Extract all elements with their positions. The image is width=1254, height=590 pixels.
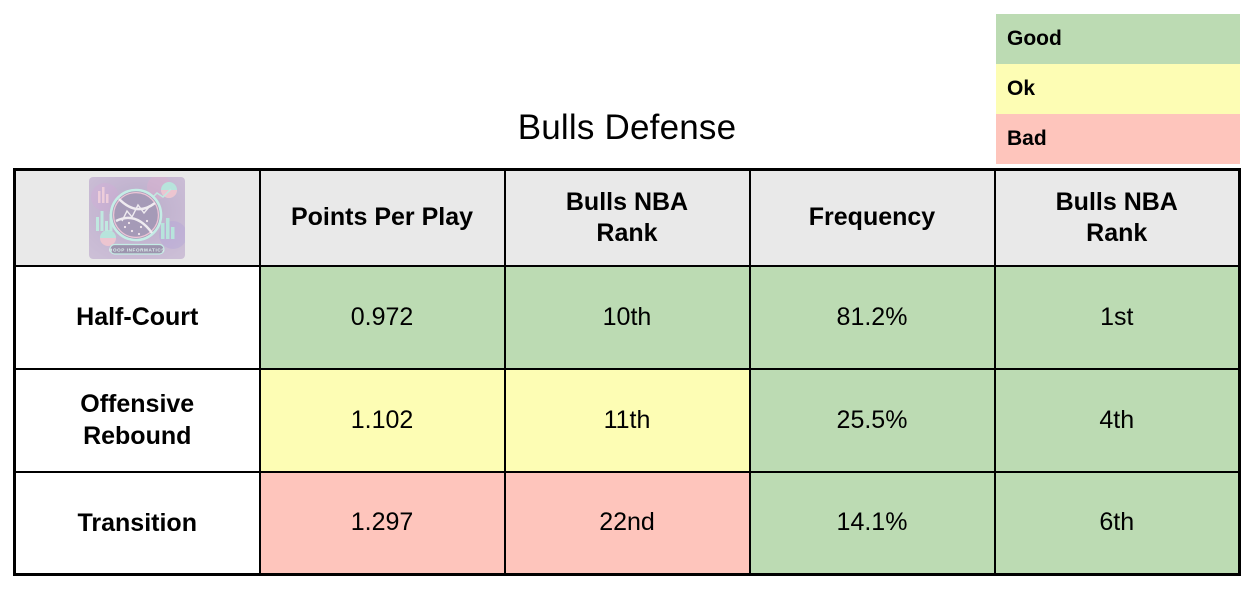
col-header-bulls-nba-rank-2: Bulls NBA Rank — [993, 168, 1241, 267]
transition-frequency-rank: 6th — [993, 470, 1241, 576]
half-court-frequency: 81.2% — [748, 264, 996, 370]
legend-item-ok: Ok — [996, 64, 1240, 114]
offensive-rebound-frequency-rank: 4th — [993, 367, 1241, 473]
half-court-rank: 10th — [503, 264, 751, 370]
offensive-rebound-points-per-play: 1.102 — [258, 367, 506, 473]
col-header-frequency: Frequency — [748, 168, 996, 267]
logo-caption: HOOP INFORMATICS — [109, 247, 165, 252]
header-row: HOOP INFORMATICS Points Per Play Bulls N… — [13, 168, 1241, 267]
row-label-half-court: Half-Court — [13, 264, 261, 370]
legend-label-good: Good — [1007, 27, 1062, 50]
half-court-frequency-rank: 1st — [993, 264, 1241, 370]
col-header-points-per-play: Points Per Play — [258, 168, 506, 267]
table-row-transition: Transition 1.297 22nd 14.1% 6th — [13, 470, 1241, 576]
transition-points-per-play: 1.297 — [258, 470, 506, 576]
col-header-bulls-nba-rank-1: Bulls NBA Rank — [503, 168, 751, 267]
legend-item-bad: Bad — [996, 114, 1240, 164]
legend-item-good: Good — [996, 14, 1240, 64]
legend-label-ok: Ok — [1007, 77, 1036, 100]
legend-label-bad: Bad — [1007, 127, 1047, 150]
transition-rank: 22nd — [503, 470, 751, 576]
page-title: Bulls Defense — [517, 108, 737, 147]
table-row-half-court: Half-Court 0.972 10th 81.2% 1st — [13, 264, 1241, 370]
transition-frequency: 14.1% — [748, 470, 996, 576]
bulls-defense-table: HOOP INFORMATICS Points Per Play Bulls N… — [13, 168, 1241, 576]
offensive-rebound-frequency: 25.5% — [748, 367, 996, 473]
hoop-informatics-logo: HOOP INFORMATICS — [44, 176, 231, 259]
basketball-analytics-icon: HOOP INFORMATICS — [89, 176, 186, 259]
half-court-points-per-play: 0.972 — [258, 264, 506, 370]
table-row-offensive-rebound: Offensive Rebound 1.102 11th 25.5% 4th — [13, 367, 1241, 473]
row-label-offensive-rebound: Offensive Rebound — [13, 367, 261, 473]
color-legend: Good Ok Bad — [996, 14, 1240, 164]
offensive-rebound-rank: 11th — [503, 367, 751, 473]
logo-header-cell: HOOP INFORMATICS — [13, 168, 261, 267]
row-label-transition: Transition — [13, 470, 261, 576]
